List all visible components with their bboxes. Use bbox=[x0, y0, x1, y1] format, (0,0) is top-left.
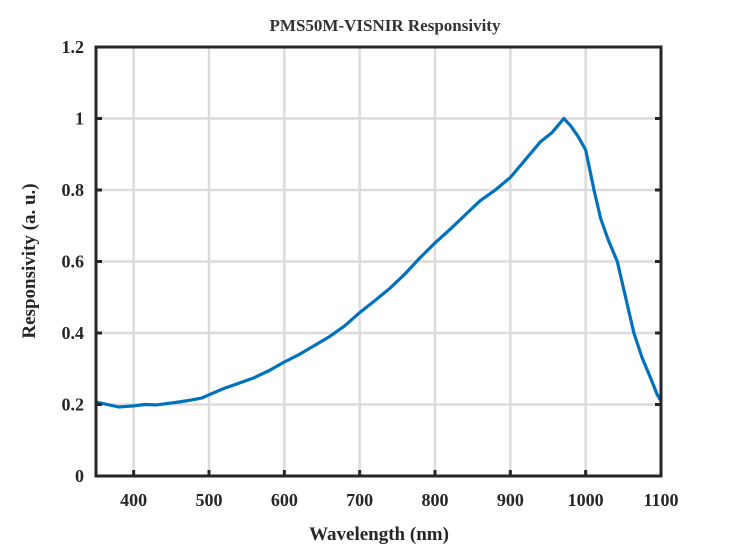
series-layer bbox=[94, 116, 663, 409]
y-tick-label: 0.6 bbox=[62, 252, 85, 272]
y-tick-label: 0 bbox=[75, 466, 84, 486]
grid bbox=[96, 47, 661, 476]
x-tick-labels: 400 500 600 700 800 900 1000 1100 bbox=[120, 490, 678, 510]
series-line-responsivity bbox=[94, 116, 663, 409]
x-tick-label: 1100 bbox=[643, 490, 678, 510]
y-tick-label: 0.2 bbox=[62, 395, 85, 415]
y-tick-labels: 0 0.2 0.4 0.6 0.8 1 1.2 bbox=[62, 37, 85, 486]
y-tick-label: 1.2 bbox=[62, 37, 85, 57]
x-tick-label: 900 bbox=[497, 490, 524, 510]
y-tick-label: 0.4 bbox=[62, 323, 85, 343]
y-tick-label: 0.8 bbox=[62, 180, 85, 200]
x-axis-label: Wavelength (nm) bbox=[309, 524, 449, 545]
chart-title: PMS50M-VISNIR Responsivity bbox=[270, 16, 501, 35]
x-tick-label: 400 bbox=[120, 490, 147, 510]
y-axis-label: Responsivity (a. u.) bbox=[19, 183, 40, 338]
x-tick-label: 600 bbox=[271, 490, 298, 510]
x-tick-label: 700 bbox=[346, 490, 373, 510]
x-tick-label: 800 bbox=[422, 490, 449, 510]
y-tick-label: 1 bbox=[75, 109, 84, 129]
ticks bbox=[96, 45, 663, 478]
x-tick-label: 500 bbox=[196, 490, 223, 510]
x-tick-label: 1000 bbox=[568, 490, 604, 510]
